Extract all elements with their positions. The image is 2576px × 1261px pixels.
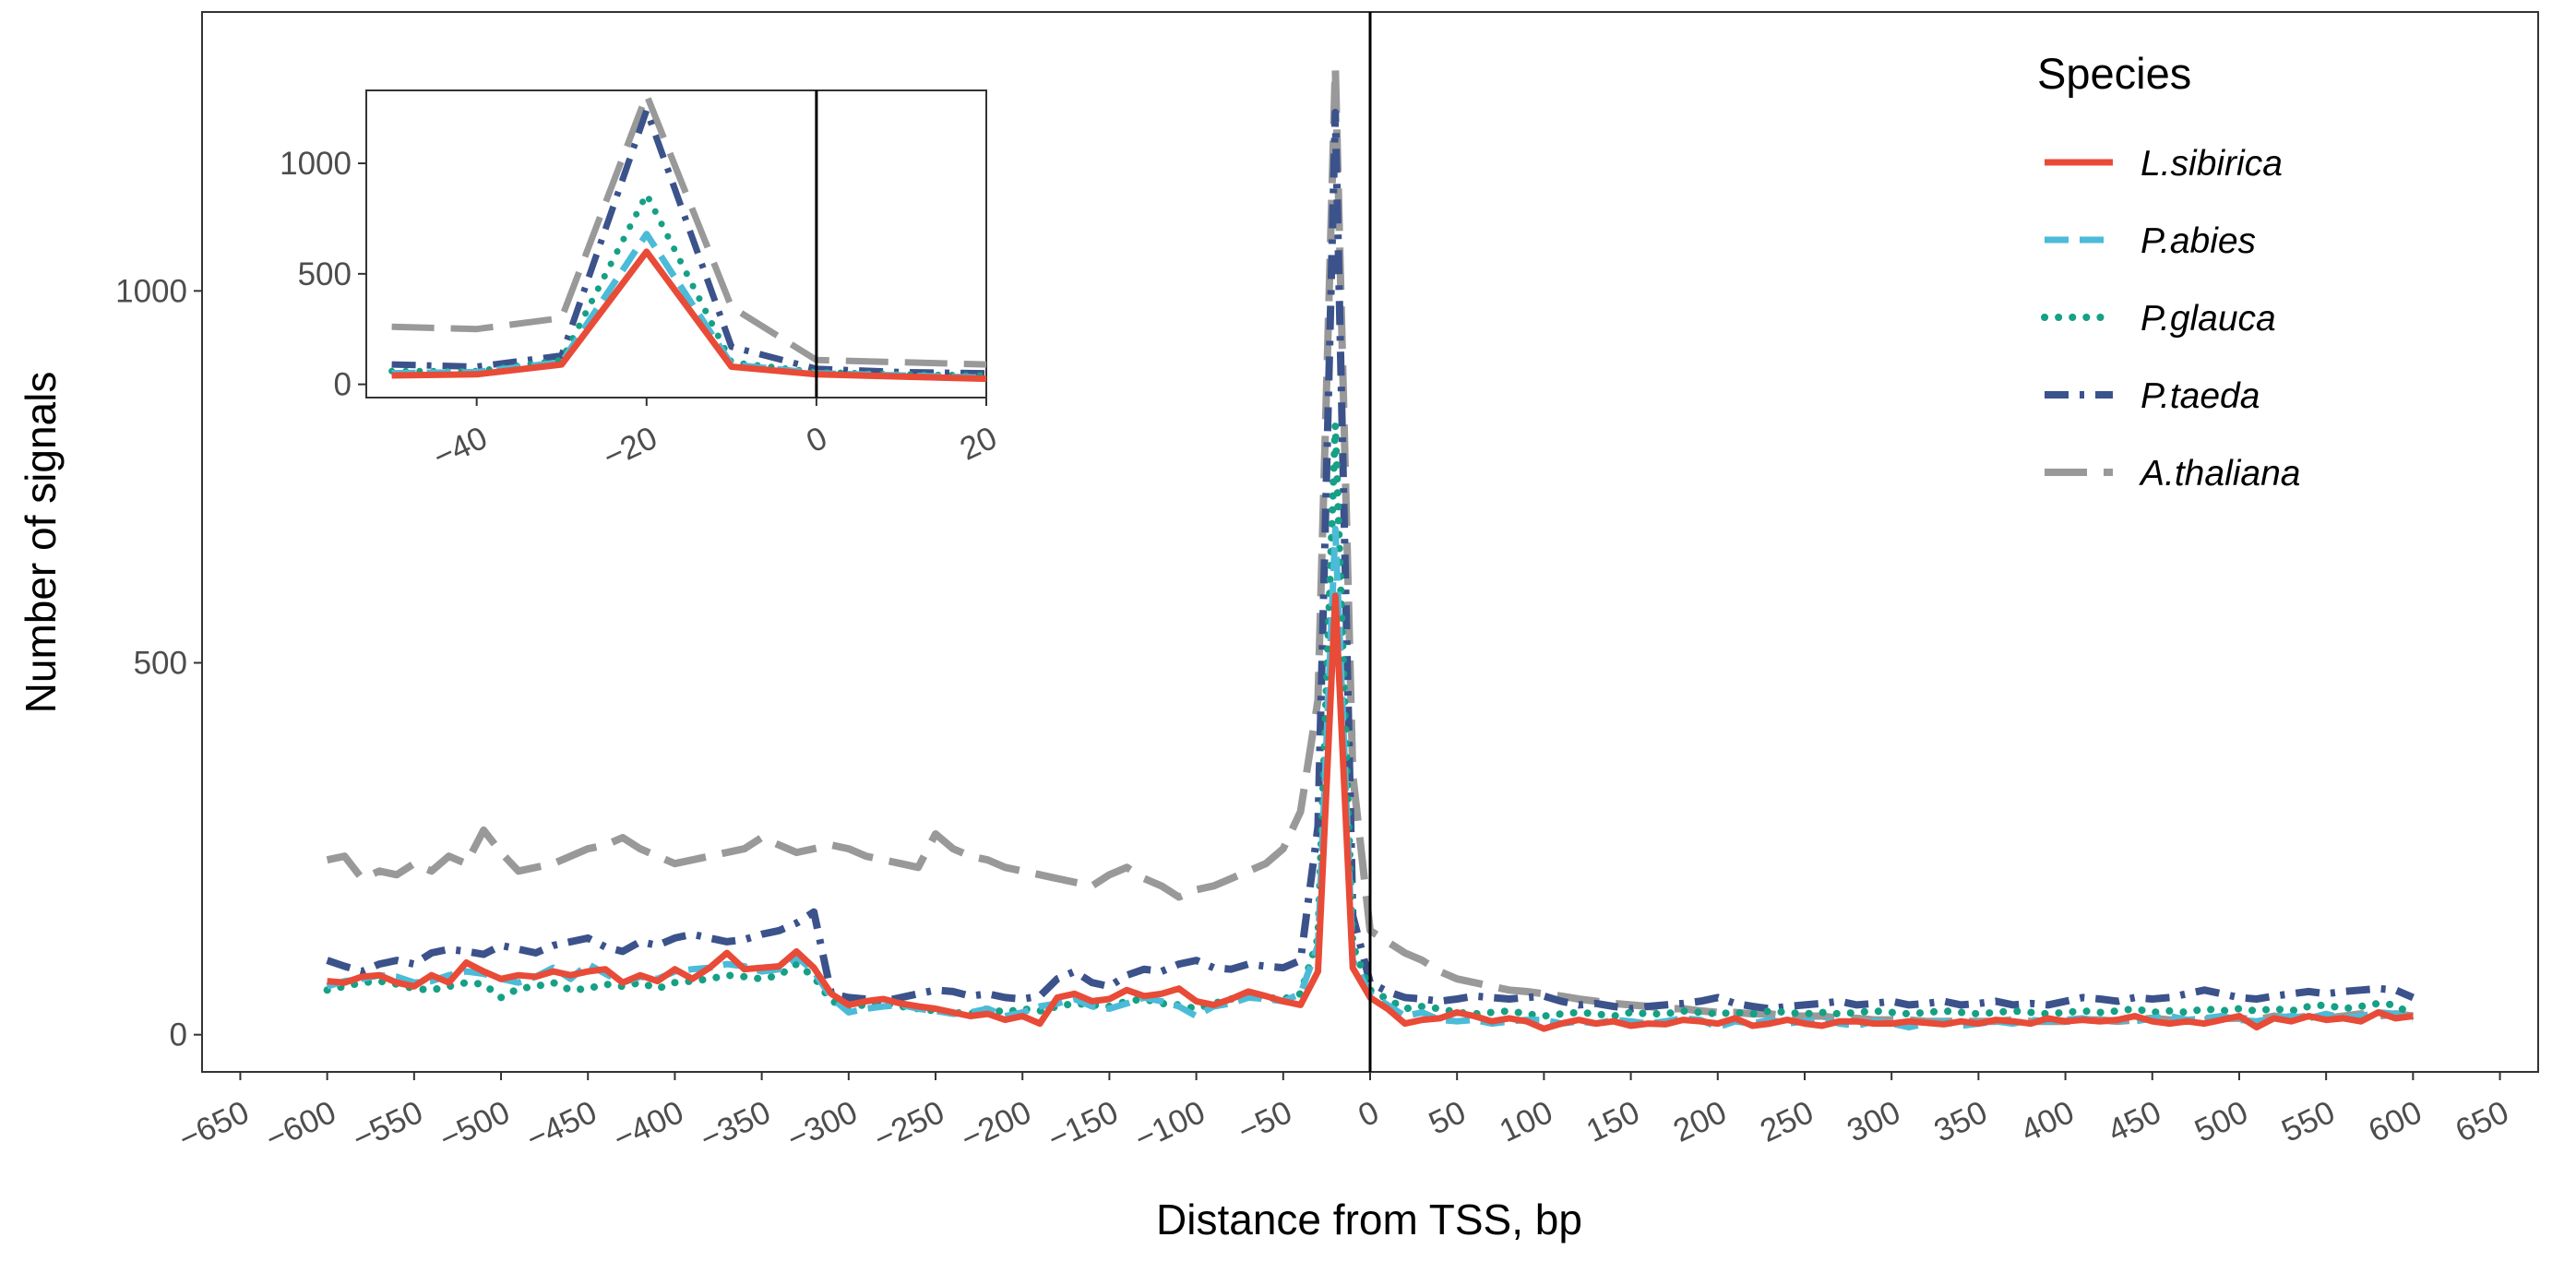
x-axis-title: Distance from TSS, bp	[1156, 1196, 1582, 1243]
main-x-tick-label: 650	[2451, 1094, 2514, 1149]
inset-plot-border	[365, 89, 987, 399]
main-x-tick-label: −200	[956, 1094, 1037, 1158]
main-x-tick-label: −550	[347, 1094, 428, 1158]
legend-label-p-glauca: P.glauca	[2141, 299, 2276, 339]
inset-y-tick-label: 1000	[280, 146, 352, 182]
main-x-tick-label: 300	[1842, 1094, 1905, 1149]
main-x-tick-label: 150	[1581, 1094, 1645, 1149]
main-x-tick-label: 550	[2276, 1094, 2340, 1149]
inset-series-line-a-thaliana	[391, 91, 986, 368]
main-x-tick-label: −150	[1043, 1094, 1124, 1158]
main-x-tick-label: 100	[1494, 1094, 1557, 1149]
main-x-tick-label: −650	[173, 1094, 255, 1158]
main-y-tick-label: 1000	[115, 273, 187, 309]
main-x-tick-label: 50	[1424, 1094, 1472, 1142]
main-x-tick-label: −100	[1129, 1094, 1210, 1158]
inset-series-line-p-glauca	[388, 191, 986, 379]
main-x-tick-label: 450	[2103, 1094, 2166, 1149]
legend-label-p-taeda: P.taeda	[2141, 376, 2260, 416]
main-x-tick-label: 400	[2016, 1094, 2080, 1149]
main-x-tick-label: −50	[1233, 1094, 1297, 1149]
main-y-tick-label: 0	[170, 1017, 187, 1053]
main-x-tick-label: −300	[781, 1094, 863, 1158]
legend-label-l-sibirica: L.sibirica	[2141, 144, 2283, 184]
inset-y-tick-label: 0	[334, 367, 352, 403]
y-axis-title: Number of signals	[17, 372, 65, 714]
main-x-tick-label: −600	[260, 1094, 341, 1158]
main-x-tick-label: 500	[2189, 1094, 2253, 1149]
inset-series-group	[388, 91, 986, 383]
main-x-tick-label: −500	[434, 1094, 515, 1158]
main-x-tick-label: 350	[1928, 1094, 1992, 1149]
main-x-tick-label: −250	[868, 1094, 949, 1158]
inset-series-line-l-sibirica	[391, 248, 986, 383]
main-series-line-p-taeda	[326, 108, 2415, 1013]
main-x-tick-label: −400	[608, 1094, 689, 1158]
main-x-tick-label: 0	[1353, 1094, 1384, 1135]
main-x-tick-label: −450	[521, 1094, 602, 1158]
inset-y-tick-label: 500	[298, 256, 352, 292]
main-y-tick-label: 500	[134, 646, 187, 682]
legend-title: Species	[2037, 49, 2191, 98]
legend-label-p-abies: P.abies	[2141, 221, 2256, 261]
main-x-tick-label: 250	[1755, 1094, 1819, 1149]
main-x-tick-label: 600	[2363, 1094, 2427, 1149]
main-x-tick-label: 200	[1668, 1094, 1732, 1149]
main-x-tick-label: −350	[695, 1094, 776, 1158]
legend-label-a-thaliana: A.thaliana	[2139, 454, 2300, 494]
legend: Species L.sibirica P.abies P.glauca P.taeda A…	[2037, 49, 2300, 494]
